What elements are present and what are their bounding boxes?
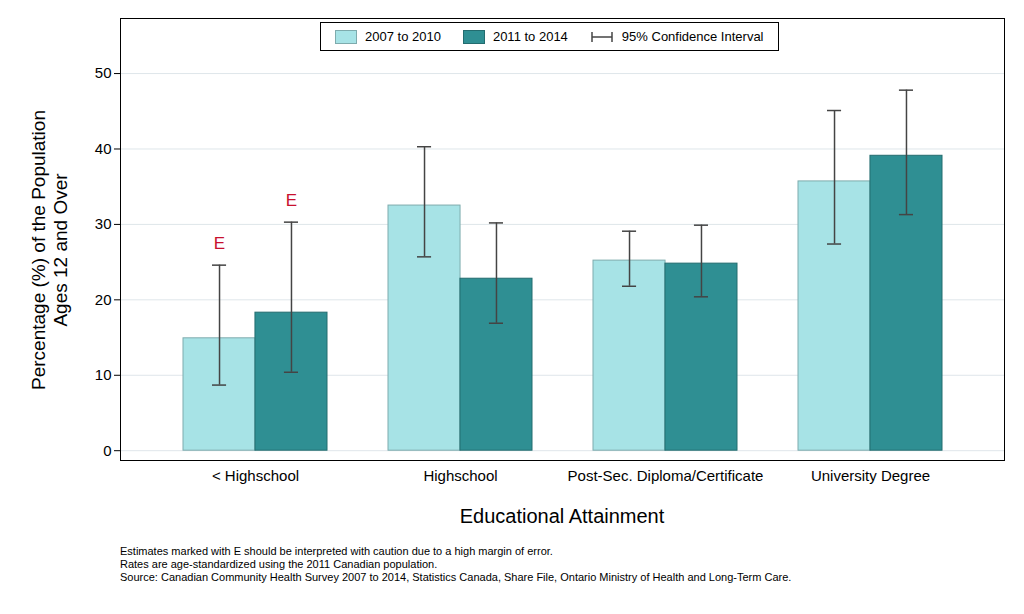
html-text:2007 to 2010: 2007 to 2010	[365, 29, 441, 44]
html-text:Educational Attainment: Educational Attainment	[459, 505, 665, 527]
html-text:2011 to 2014: 2011 to 2014	[492, 29, 568, 44]
html-text:Rates are age-standardized usi: Rates are age-standardized using the 201…	[120, 558, 438, 570]
html-text:95% Confidence Interval: 95% Confidence Interval	[621, 29, 764, 44]
svg-text:University Degree: University Degree	[811, 467, 930, 484]
html-text:Percentage (%) of the Populati: Percentage (%) of the Population	[28, 110, 49, 390]
svg-text:0: 0	[103, 441, 111, 458]
svg-text:20: 20	[95, 291, 112, 308]
svg-text:30: 30	[95, 215, 112, 232]
svg-text:< Highschool: < Highschool	[212, 467, 299, 484]
svg-text:E: E	[214, 234, 225, 253]
svg-text:10: 10	[95, 366, 112, 383]
html-text:Estimates marked with E should: Estimates marked with E should be interp…	[120, 545, 553, 557]
html-text:Ages 12 and Over: Ages 12 and Over	[50, 173, 71, 327]
svg-text:50: 50	[95, 64, 112, 81]
svg-text:Post-Sec. Diploma/Certificate: Post-Sec. Diploma/Certificate	[568, 467, 764, 484]
svg-text:E: E	[286, 191, 297, 210]
html-text:Source: Canadian Community Hea: Source: Canadian Community Health Survey…	[120, 571, 792, 583]
svg-text:40: 40	[95, 140, 112, 157]
svg-text:Highschool: Highschool	[423, 467, 497, 484]
